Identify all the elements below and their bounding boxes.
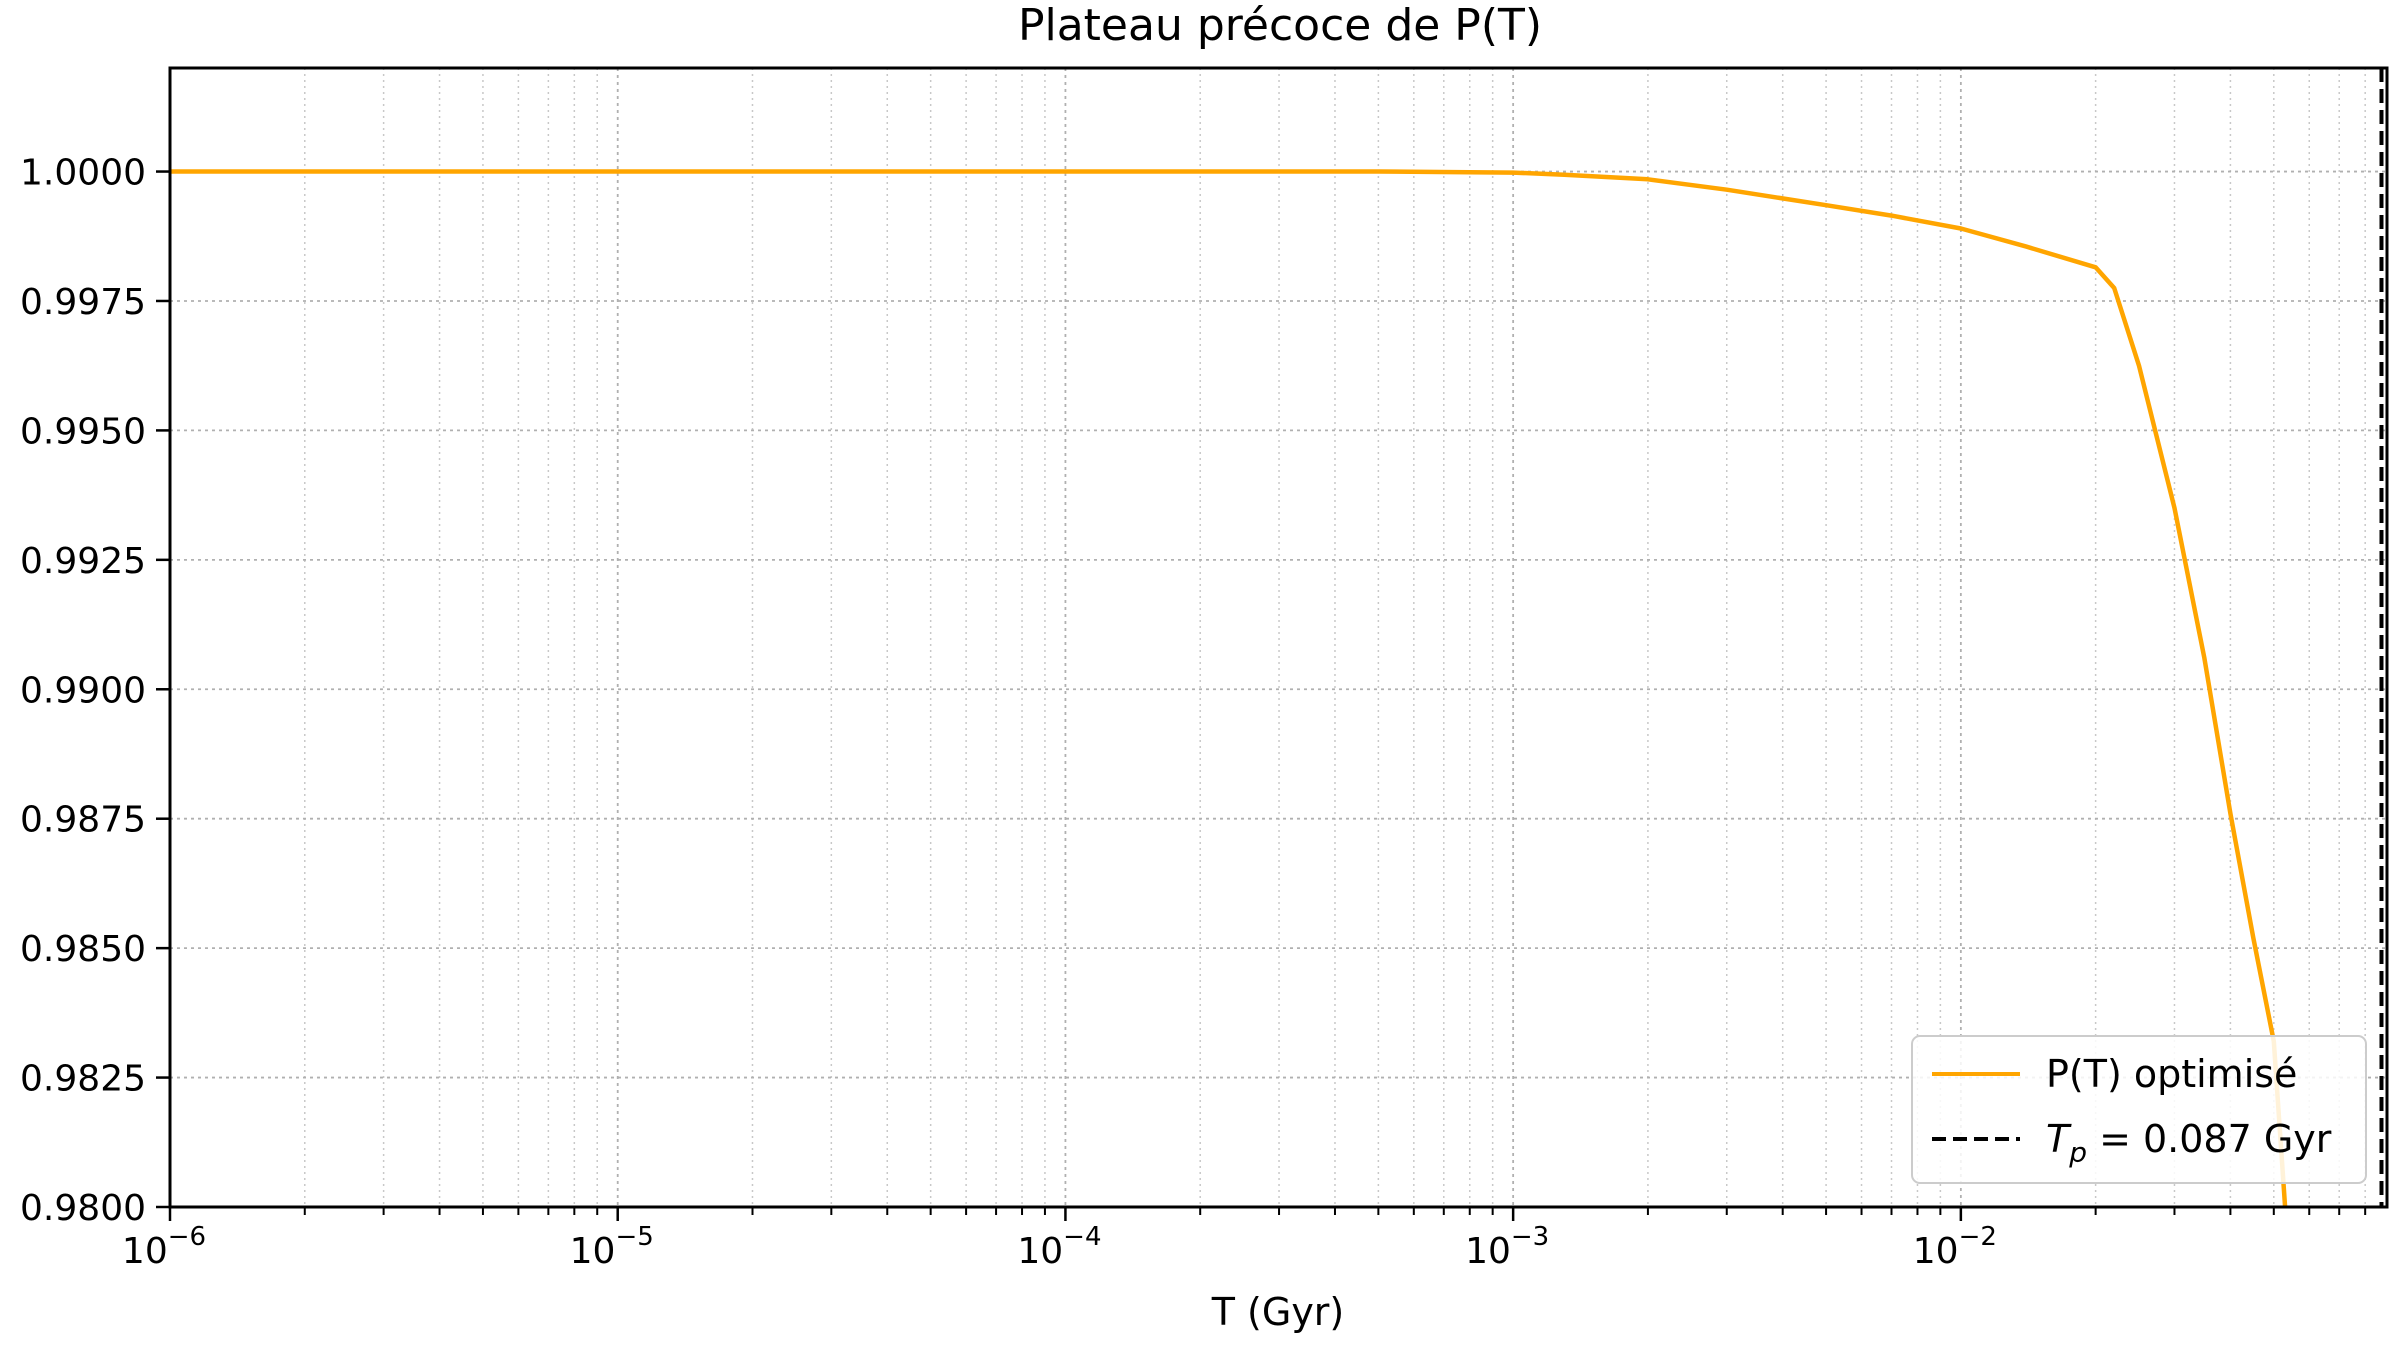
legend-box: [1911, 1035, 2367, 1184]
y-axis: 0.9800 0.9825 0.9850 0.9875 0.9900 0.9925 0.99…: [20, 153, 170, 1229]
x-tick-label: 10−3: [1465, 1222, 1549, 1272]
y-tick-label: 0.9800: [20, 1188, 146, 1229]
plot-area: [170, 68, 2384, 1207]
x-axis: 10−6 10−5 10−4 10−3 10−2: [122, 1207, 2367, 1272]
y-tick-label: 0.9875: [20, 800, 146, 841]
x-axis-label: T (Gyr): [1211, 1290, 1345, 1334]
y-tick-label: 0.9950: [20, 411, 146, 452]
x-tick-label: 10−2: [1913, 1222, 1997, 1272]
minor-grid: [304, 68, 2366, 1207]
series-line-optimise: [170, 169, 2288, 1207]
x-tick-label: 10−4: [1017, 1222, 1101, 1272]
y-tick-label: 0.9925: [20, 541, 146, 582]
y-tick-label: 0.9975: [20, 282, 146, 323]
y-tick-label: 0.9900: [20, 670, 146, 711]
chart-title: Plateau précoce de P(T): [1018, 0, 1542, 51]
legend-label-tp: Tp = 0.087 Gyr: [2046, 1117, 2332, 1169]
x-tick-label: 10−6: [122, 1222, 206, 1272]
legend-label-optimise: P(T) optimisé: [2046, 1052, 2297, 1096]
y-tick-label: 1.0000: [20, 153, 146, 194]
y-tick-label: 0.9850: [20, 929, 146, 970]
y-tick-label: 0.9825: [20, 1059, 146, 1100]
x-tick-label: 10−5: [570, 1222, 654, 1272]
legend: P(T) optimisé Tp = 0.087 Gyr: [1911, 1035, 2367, 1184]
